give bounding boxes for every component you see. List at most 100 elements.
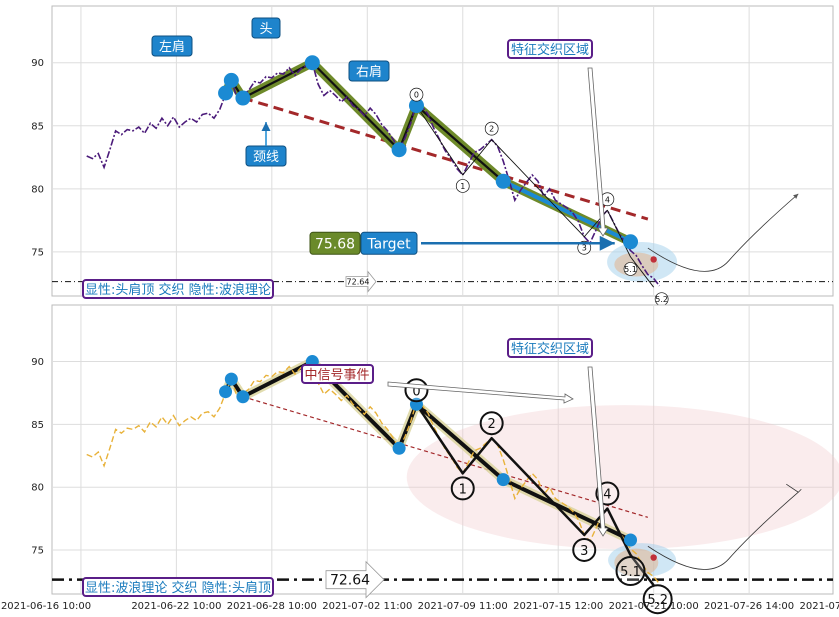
wave-label-3: 3 [582, 244, 587, 253]
hs-breakdown [502, 179, 632, 244]
hs-label-head: 头 [259, 22, 272, 37]
target-label: Target [366, 236, 411, 252]
y-tick-label: 90 [31, 58, 44, 69]
hs-marker [624, 533, 638, 547]
zone-arrow [587, 366, 609, 537]
support-value-label: 72.64 [347, 278, 370, 287]
footer-box [82, 577, 274, 597]
wave-label-2: 2 [488, 417, 496, 432]
wave-marker-3 [572, 537, 597, 562]
wave-label-3: 3 [580, 544, 588, 559]
hs-marker [623, 234, 639, 250]
hs-marker [408, 98, 424, 114]
hs-marker [392, 441, 406, 455]
forecast-curve [647, 193, 799, 272]
y-tick-label: 85 [31, 420, 44, 431]
x-tick-label: 2021-07-26 14:00 [704, 601, 794, 612]
wave-marker-5.1 [615, 556, 646, 587]
y-tick-label: 85 [31, 121, 44, 132]
x-tick-label: 2021-07-21 10:00 [609, 601, 699, 612]
interweave-ellipse [406, 405, 839, 550]
zone-label-box [507, 39, 593, 59]
hs-marker [391, 142, 407, 158]
y-tick-label: 75 [31, 247, 44, 258]
footer-box [82, 279, 274, 299]
hs-marker [223, 72, 239, 88]
hs-marker [218, 85, 234, 101]
hs-label-box [348, 60, 390, 82]
wave-marker-2 [479, 411, 504, 436]
feature-zone-blob [608, 543, 677, 578]
zone-point [650, 554, 657, 561]
plot-area [51, 304, 834, 595]
forecast-arrow-head [786, 483, 802, 493]
wave-label-4: 4 [605, 195, 610, 204]
x-tick-label: 2021-06-22 10:00 [131, 601, 221, 612]
hs-marker [224, 372, 238, 386]
zone-point [650, 256, 657, 263]
footer-label: 显性:波浪理论 交织 隐性:头肩顶 [85, 580, 271, 596]
neckline [242, 96, 649, 221]
hs-label-box [151, 35, 193, 57]
footer-label: 显性:头肩顶 交织 隐性:波浪理论 [85, 282, 271, 298]
y-tick-label: 75 [31, 546, 44, 557]
wave-marker-1 [450, 476, 475, 501]
support-value-label: 72.64 [330, 573, 370, 589]
x-tick-label: 2021-06-16 10:00 [1, 601, 91, 612]
wave-line [416, 105, 655, 288]
price-line [86, 360, 660, 585]
neckline [242, 396, 649, 518]
wave-marker-2 [484, 121, 499, 136]
wave-marker-0 [409, 87, 424, 102]
hs-marker [496, 473, 510, 487]
x-tick-label: 2021-07-09 11:00 [418, 601, 508, 612]
zone-label: 特征交织区域 [511, 42, 589, 58]
support-arrow [345, 270, 377, 293]
hs-marker [495, 173, 511, 189]
zone-arrow [587, 67, 609, 237]
signal-arrow [387, 381, 574, 404]
wave-label-2: 2 [489, 125, 494, 134]
wave-label-4: 4 [603, 488, 611, 503]
support-arrow [325, 560, 385, 599]
wave-line [415, 403, 655, 586]
x-tick-label: 2021-07-15 12:00 [513, 601, 603, 612]
zone-label-box [507, 338, 593, 358]
x-tick-label: 2021-07-02 11:00 [322, 601, 412, 612]
target-value-box [309, 231, 361, 255]
x-tick-label: 2021-06-28 10:00 [227, 601, 317, 612]
wave-marker-1 [455, 179, 470, 193]
wave-label-1: 1 [460, 182, 465, 191]
y-tick-label: 80 [31, 184, 44, 195]
wave-label-0: 0 [412, 384, 420, 399]
wave-label-5.1: 5.1 [624, 265, 637, 274]
hs-marker [219, 385, 233, 399]
signal-label-box [301, 364, 374, 384]
wave-label-5.2: 5.2 [655, 295, 668, 304]
forecast-curve [647, 491, 799, 570]
y-tick-label: 90 [31, 357, 44, 368]
wave-label-0: 0 [414, 91, 419, 100]
signal-label: 中信号事件 [304, 368, 369, 383]
hs-label-left_shoulder: 左肩 [159, 39, 185, 55]
hs-marker [236, 390, 250, 404]
y-tick-label: 80 [31, 483, 44, 494]
target-label-box [360, 231, 418, 255]
hs-marker [235, 90, 251, 106]
zone-label: 特征交织区域 [511, 341, 589, 357]
wave-marker-5.1 [623, 262, 638, 276]
x-tick-label: 2021-07-30 09:00 [800, 601, 839, 612]
wave-label-5.1: 5.1 [620, 565, 641, 580]
price-line [86, 61, 661, 287]
wave-marker-5.2 [642, 584, 673, 615]
wave-label-5.2: 5.2 [647, 593, 668, 608]
hs-label-right_shoulder: 右肩 [356, 64, 382, 80]
hs-label-box [251, 17, 281, 39]
hs-marker [304, 55, 320, 71]
hs-label-neckline: 颈线 [253, 150, 279, 165]
target-value: 75.68 [315, 236, 355, 252]
wave-label-1: 1 [459, 482, 467, 497]
